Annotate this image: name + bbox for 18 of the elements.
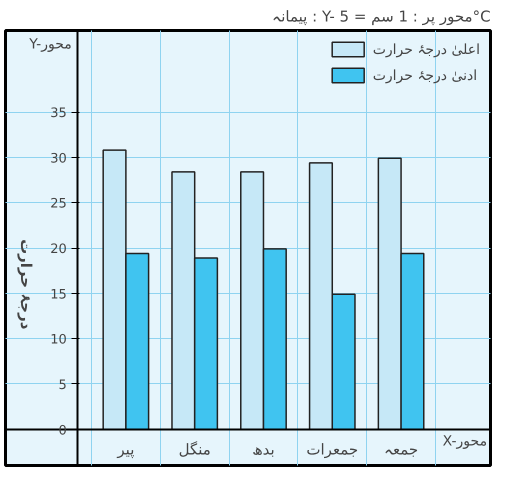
text: Y-محور (28, 36, 72, 52)
legend-label: ادنیٰ درجۂ حرارت (372, 66, 478, 84)
x-tick-label: بدھ (252, 440, 275, 458)
y-tick-label: 30 (50, 151, 67, 166)
y-tick-label: 5 (58, 378, 67, 393)
x-tick-label: پیر (116, 440, 134, 458)
y-tick-label: 20 (50, 242, 67, 257)
y-axis-title: درجۂ حرارت (17, 239, 36, 330)
x-tick-label: جمعہ (384, 440, 418, 458)
y-tick-label: 25 (50, 196, 67, 212)
x-tick-label: جمعرات (306, 440, 358, 458)
y-tick-label: 15 (50, 287, 67, 302)
y-tick-label: 35 (50, 106, 67, 122)
chart-title: پیمانہ : Y- محور پر : 1 سم = 5°C (272, 8, 491, 26)
legend-label: اعلیٰ درجۂ حرارت (372, 40, 480, 58)
x-tick-label: منگل (178, 440, 211, 458)
text: X-محور (442, 433, 488, 450)
y-tick-label: 10 (50, 332, 67, 348)
